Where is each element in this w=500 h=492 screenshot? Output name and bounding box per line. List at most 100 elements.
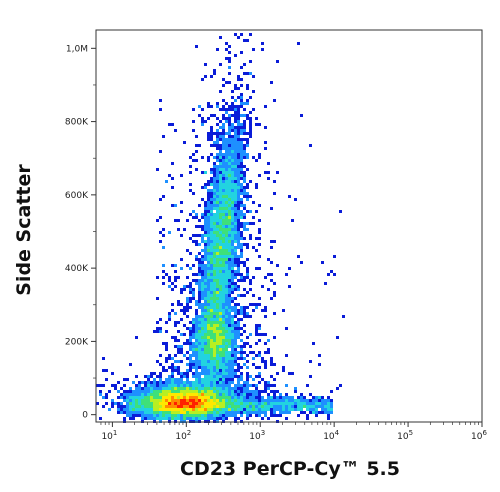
density-point (216, 387, 219, 390)
density-point (189, 297, 192, 300)
density-point (213, 252, 216, 255)
density-point (240, 165, 243, 168)
density-point (192, 393, 195, 396)
density-point (216, 411, 219, 414)
density-point (207, 324, 210, 327)
density-point (216, 321, 219, 324)
density-point (231, 180, 234, 183)
density-point (183, 381, 186, 384)
density-point (219, 186, 222, 189)
density-point (168, 354, 171, 357)
density-point (237, 375, 240, 378)
density-point (198, 411, 201, 414)
density-point (225, 336, 228, 339)
density-point (228, 60, 231, 63)
density-point (267, 339, 270, 342)
density-point (294, 390, 297, 393)
density-point (309, 144, 312, 147)
density-point (198, 318, 201, 321)
density-point (204, 333, 207, 336)
density-point (222, 327, 225, 330)
density-point (213, 258, 216, 261)
density-point (213, 378, 216, 381)
density-point (231, 396, 234, 399)
density-point (210, 252, 213, 255)
density-point (207, 399, 210, 402)
density-point (240, 372, 243, 375)
density-point (255, 375, 258, 378)
density-point (303, 411, 306, 414)
density-point (216, 177, 219, 180)
density-point (312, 405, 315, 408)
density-point (174, 408, 177, 411)
density-point (201, 312, 204, 315)
density-point (117, 402, 120, 405)
density-point (228, 411, 231, 414)
density-point (129, 393, 132, 396)
density-point (228, 219, 231, 222)
density-point (222, 381, 225, 384)
density-point (198, 360, 201, 363)
density-point (279, 402, 282, 405)
density-point (201, 228, 204, 231)
density-point (213, 399, 216, 402)
density-point (204, 171, 207, 174)
density-point (219, 393, 222, 396)
density-point (225, 171, 228, 174)
density-point (201, 255, 204, 258)
density-point (273, 312, 276, 315)
density-point (264, 351, 267, 354)
density-point (216, 102, 219, 105)
density-point (321, 396, 324, 399)
density-point (243, 120, 246, 123)
density-point (213, 246, 216, 249)
density-point (270, 414, 273, 417)
density-point (144, 390, 147, 393)
density-point (198, 366, 201, 369)
density-point (225, 411, 228, 414)
density-point (306, 405, 309, 408)
density-point (243, 228, 246, 231)
density-point (270, 402, 273, 405)
density-point (186, 417, 189, 420)
density-point (243, 225, 246, 228)
density-point (231, 408, 234, 411)
density-point (228, 363, 231, 366)
density-point (225, 183, 228, 186)
density-point (162, 408, 165, 411)
density-point (267, 348, 270, 351)
density-point (249, 111, 252, 114)
density-point (216, 195, 219, 198)
density-point (300, 396, 303, 399)
density-point (168, 393, 171, 396)
density-point (234, 114, 237, 117)
density-point (237, 318, 240, 321)
density-point (132, 405, 135, 408)
density-point (183, 387, 186, 390)
density-point (237, 138, 240, 141)
density-point (213, 336, 216, 339)
density-point (183, 306, 186, 309)
density-point (198, 321, 201, 324)
density-point (279, 408, 282, 411)
density-point (243, 102, 246, 105)
density-point (225, 237, 228, 240)
density-point (165, 348, 168, 351)
density-point (225, 417, 228, 420)
density-point (186, 411, 189, 414)
density-point (213, 186, 216, 189)
density-point (264, 105, 267, 108)
density-point (243, 207, 246, 210)
density-point (246, 99, 249, 102)
density-point (234, 216, 237, 219)
density-point (222, 174, 225, 177)
density-point (204, 225, 207, 228)
density-point (201, 417, 204, 420)
density-point (201, 123, 204, 126)
density-point (237, 279, 240, 282)
density-point (195, 300, 198, 303)
density-point (159, 405, 162, 408)
density-point (153, 387, 156, 390)
density-point (219, 243, 222, 246)
density-point (102, 396, 105, 399)
